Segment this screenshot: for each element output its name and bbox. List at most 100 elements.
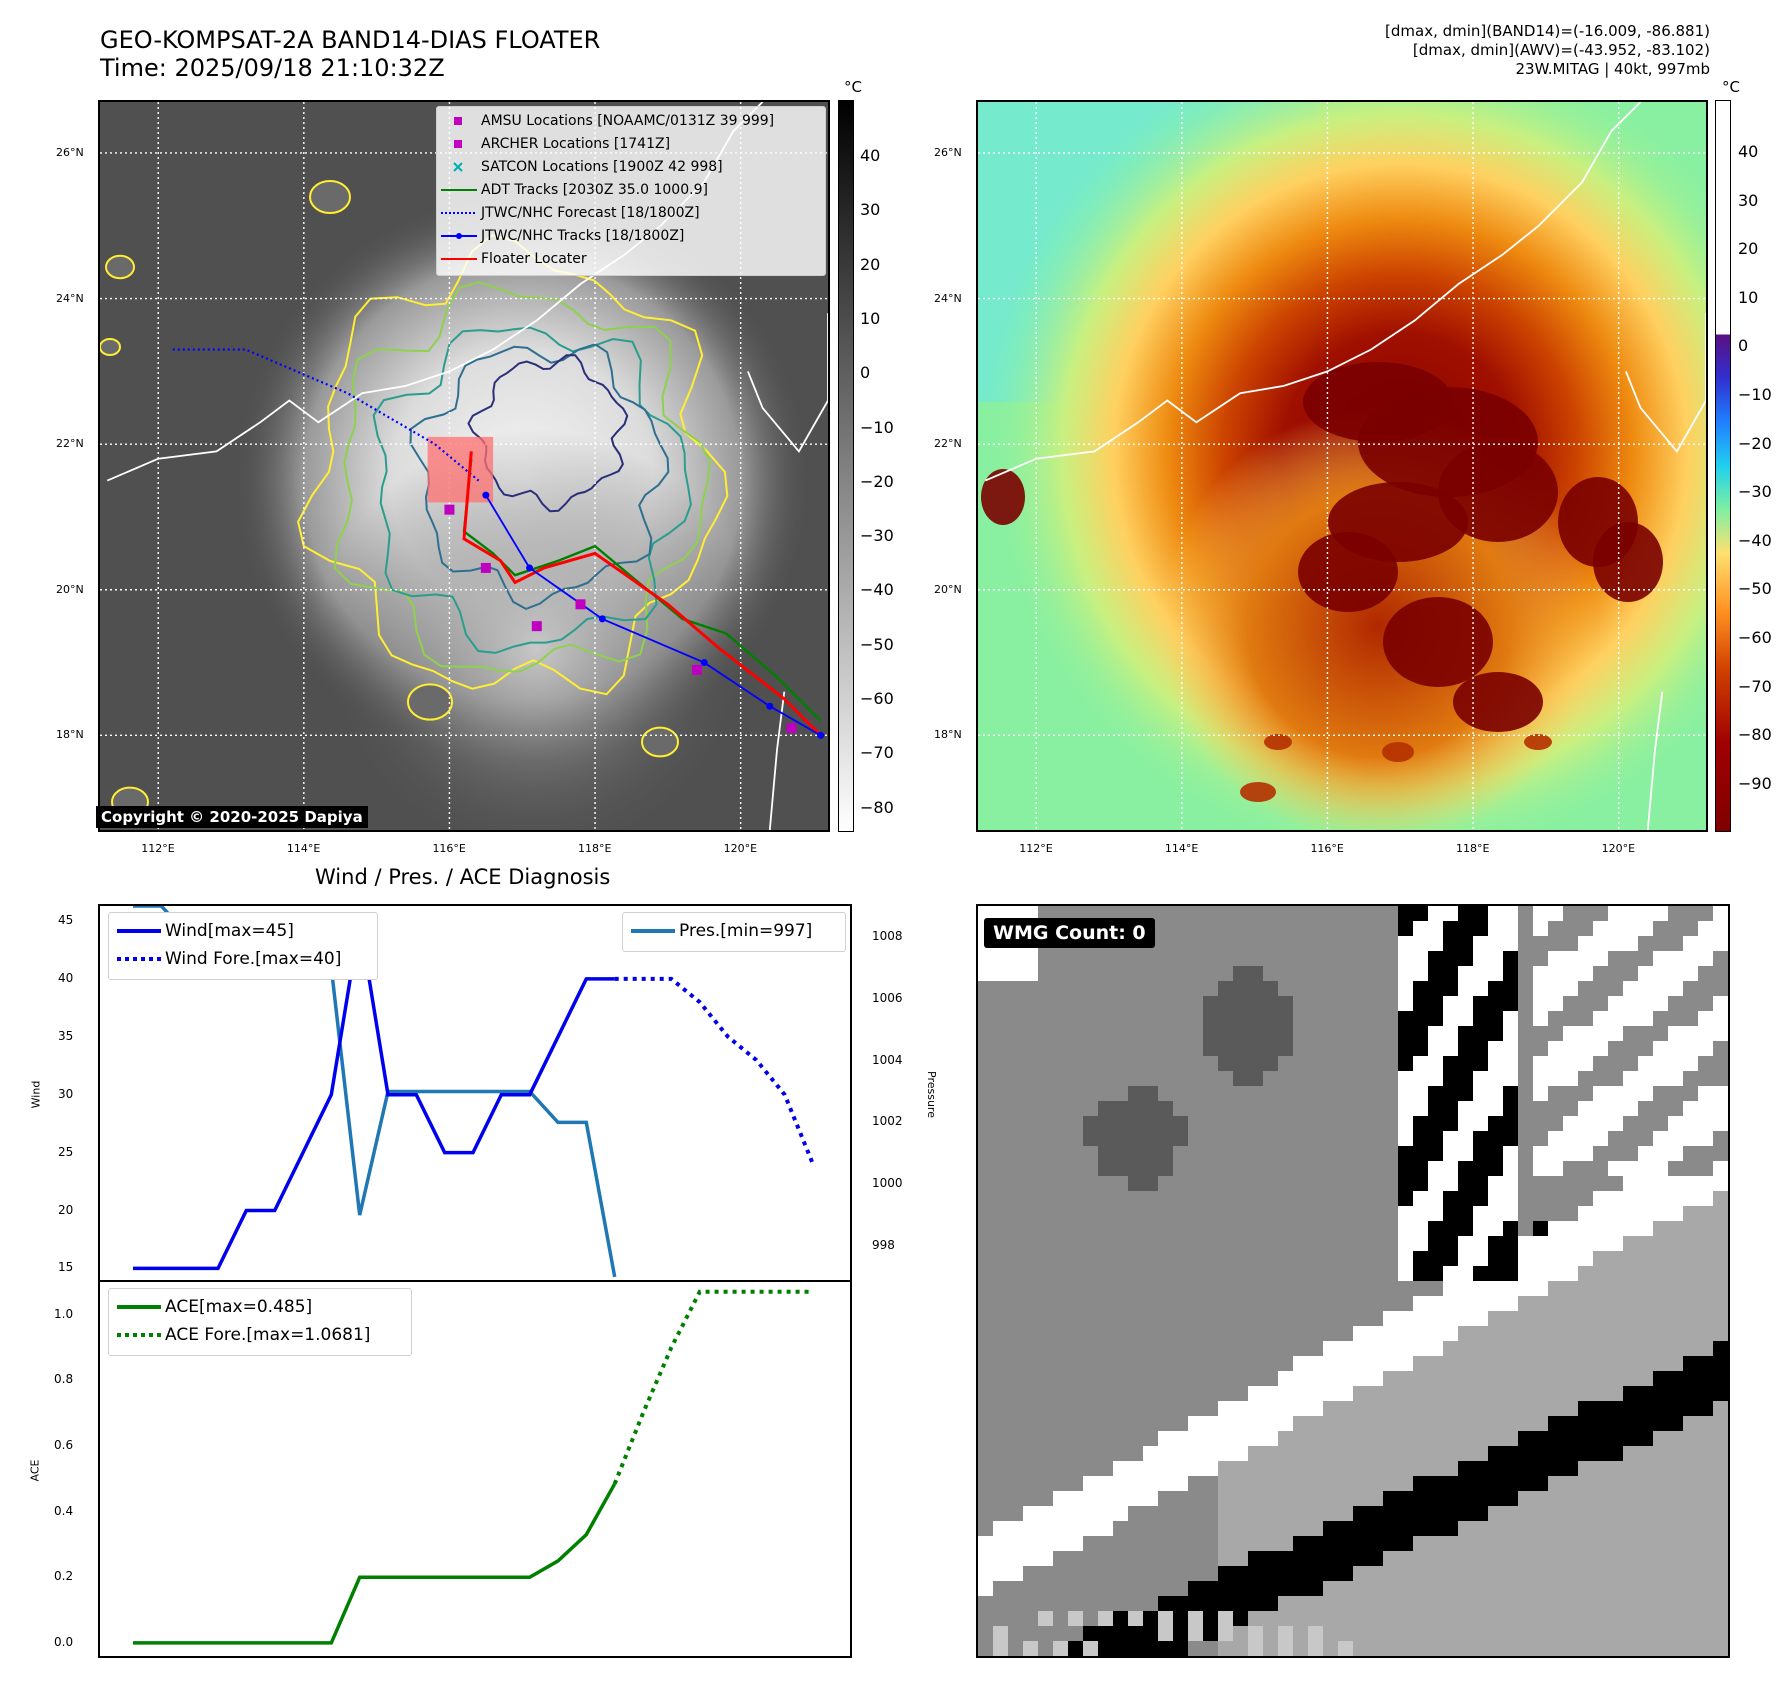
wmg-cell [1083,1401,1099,1417]
wmg-cell [1713,1386,1728,1402]
wmg-cell [1653,966,1669,982]
wmg-cell [978,1341,994,1357]
wmg-cell [1053,1551,1069,1567]
wmg-cell [1638,1416,1654,1432]
wmg-cell [993,1596,1009,1612]
wmg-cell [1173,1236,1189,1252]
wmg-cell [1638,996,1654,1012]
wmg-cell [1263,1356,1279,1372]
wmg-cell [1308,1206,1324,1222]
wmg-cell [1323,1596,1339,1612]
colorbar-tick-label: −50 [1738,579,1772,599]
wmg-cell [1308,1026,1324,1042]
wmg-cell [1008,1236,1024,1252]
wmg-cell [1248,1041,1264,1057]
wmg-cell [1068,1146,1084,1162]
wmg-cell [1263,921,1279,937]
wmg-cell [1413,996,1429,1012]
wmg-cell [1008,1086,1024,1102]
wmg-cell [1563,1131,1579,1147]
wmg-cell [1188,996,1204,1012]
wmg-cell [1308,1446,1324,1462]
wmg-cell [1263,1131,1279,1147]
wmg-cell [1113,1431,1129,1447]
wmg-cell [1278,1626,1294,1642]
wmg-cell [993,1536,1009,1552]
wmg-cell [993,1251,1009,1267]
wmg-cell [1203,981,1219,997]
wmg-cell [1623,1356,1639,1372]
wmg-cell [1053,1131,1069,1147]
wmg-cell [1233,1566,1249,1582]
wmg-cell [1008,1476,1024,1492]
wmg-cell [1518,1056,1534,1072]
wmg-cell [1098,1506,1114,1522]
wmg-cell [1548,1326,1564,1342]
wmg-cell [1113,1071,1129,1087]
wmg-cell [1113,1356,1129,1372]
wmg-cell [1188,1131,1204,1147]
wmg-cell [1308,1386,1324,1402]
wmg-cell [993,951,1009,967]
wmg-cell [1128,1476,1144,1492]
wmg-cell [1128,1326,1144,1342]
wmg-cell [1653,1641,1669,1656]
wmg-cell [1323,1536,1339,1552]
wmg-cell [1473,1416,1489,1432]
wmg-cell [1608,1536,1624,1552]
wmg-cell [1398,1296,1414,1312]
ace-forecast-legend-row: ACE Fore.[max=1.0681] [117,1323,370,1347]
wmg-cell [1053,1521,1069,1537]
wmg-cell [1293,1386,1309,1402]
wmg-cell [1083,981,1099,997]
wmg-cell [1698,1281,1714,1297]
wmg-cell [1653,1356,1669,1372]
wmg-cell [1293,1401,1309,1417]
legend-item: AMSU Locations [NOAAMC/0131Z 39 999] [437,111,774,131]
wmg-cell [1398,1191,1414,1207]
wmg-cell [1383,906,1399,922]
wmg-cell [993,1431,1009,1447]
wmg-cell [1443,1491,1459,1507]
wmg-cell [1443,1266,1459,1282]
wmg-cell [1458,1131,1474,1147]
wmg-cell [1608,1626,1624,1642]
wmg-cell [1173,1086,1189,1102]
wmg-cell [1158,1131,1174,1147]
colorbar-tick-label: −20 [860,471,894,491]
wmg-cell [993,1056,1009,1072]
wmg-cell [1098,1416,1114,1432]
wmg-cell [1548,1221,1564,1237]
wmg-cell [1128,1551,1144,1567]
wmg-cell [1368,1011,1384,1027]
wmg-cell [1518,1176,1534,1192]
wmg-cell [1083,1236,1099,1252]
wmg-cell [1698,951,1714,967]
wmg-cell [1218,1611,1234,1627]
wmg-cell [1128,1176,1144,1192]
wmg-cell [1338,1461,1354,1477]
wmg-cell [1398,1206,1414,1222]
wmg-cell [1608,1086,1624,1102]
wmg-cell [1413,1206,1429,1222]
wmg-cell [1503,1641,1519,1656]
colorbar-tick-label: −30 [1738,482,1772,502]
wmg-cell [1413,1131,1429,1147]
wmg-cell [1518,1026,1534,1042]
wmg-cell [1398,1401,1414,1417]
colorbar-tick-label: −60 [1738,628,1772,647]
wmg-cell [1698,1011,1714,1027]
wmg-cell [1608,1431,1624,1447]
wmg-cell [1038,1386,1054,1402]
convection-cell [1240,782,1276,802]
wmg-cell [1023,1521,1039,1537]
wmg-cell [1578,1311,1594,1327]
wmg-cell [1233,921,1249,937]
wmg-cell [1668,1641,1684,1656]
wmg-cell [1608,1116,1624,1132]
wmg-cell [1593,1176,1609,1192]
wmg-cell [1383,1356,1399,1372]
wmg-cell [1698,996,1714,1012]
wmg-cell [1128,1101,1144,1117]
wmg-cell [1143,1371,1159,1387]
